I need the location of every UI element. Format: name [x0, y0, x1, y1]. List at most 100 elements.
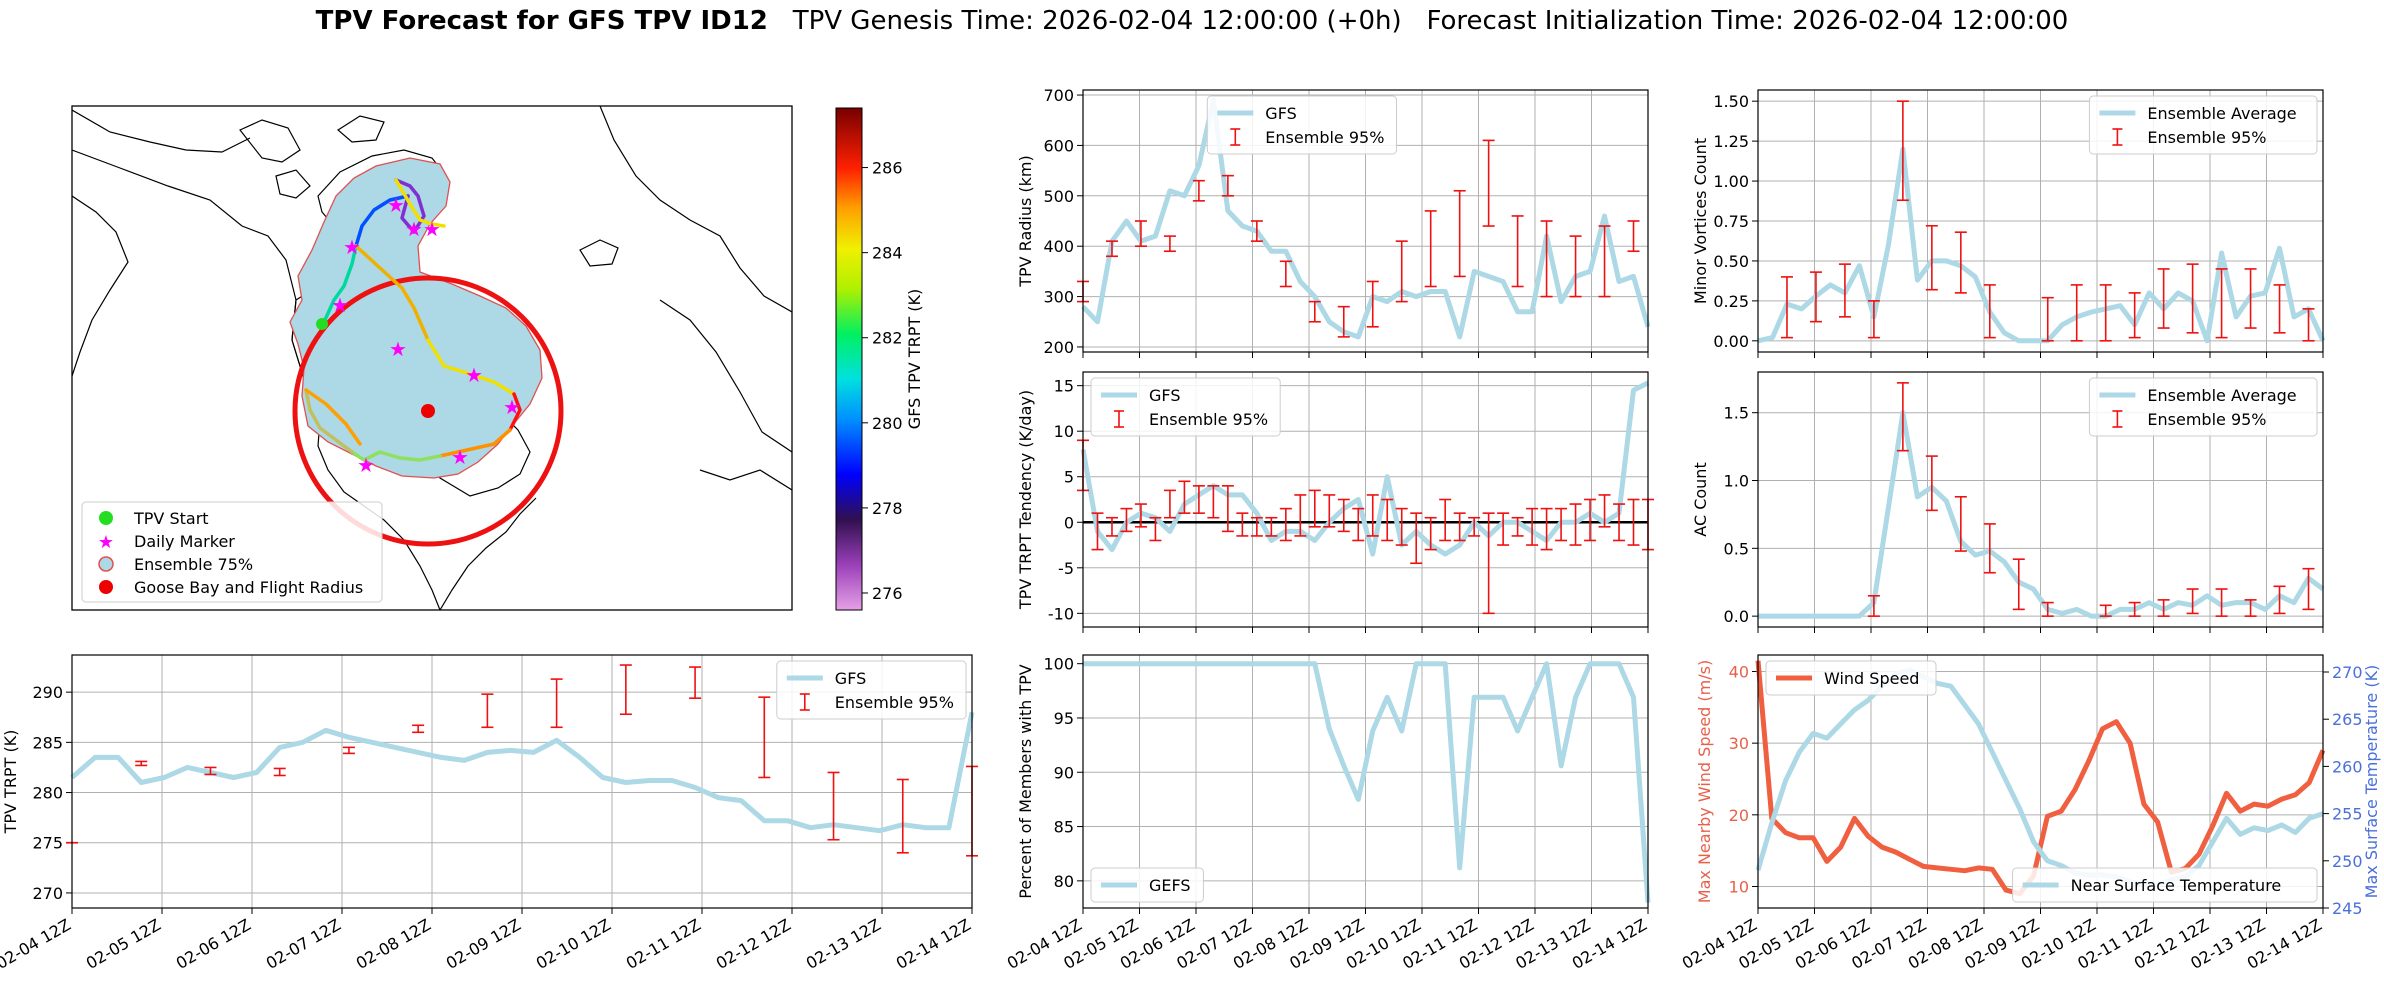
legend-label: Ensemble 95%: [2147, 410, 2266, 429]
ensemble-errorbar: [1497, 512, 1510, 546]
y-tick-label: 0.50: [1713, 252, 1749, 271]
daily-marker: ★: [423, 217, 441, 241]
ensemble-errorbar: [1613, 503, 1626, 542]
ensemble-errorbar: [2186, 263, 2199, 334]
ensemble-errorbar: [273, 767, 286, 777]
plot-frame: [1757, 371, 2324, 628]
legend-errorbar-swatch: [2112, 128, 2123, 146]
y-tick-label: 0.0: [1724, 607, 1749, 626]
y-tick-label: 1.00: [1713, 172, 1749, 191]
ensemble-errorbar: [1925, 224, 1938, 291]
ensemble-errorbar: [1221, 485, 1234, 533]
legend-goose-bay-label: Goose Bay and Flight Radius: [134, 578, 363, 597]
ensemble-errorbar: [342, 746, 355, 755]
ensemble-errorbar: [689, 666, 702, 699]
ensemble-errorbar: [1366, 280, 1379, 328]
ensemble-errorbar: [1265, 516, 1278, 537]
track-segment-south: [350, 450, 442, 462]
y-tick-label: -5: [1058, 559, 1074, 578]
legend-label: Wind Speed: [1824, 669, 1919, 688]
ensemble-errorbar: [1381, 498, 1394, 542]
ensemble-errorbar: [1221, 174, 1234, 197]
series-ensemble-average: [1758, 410, 2325, 619]
ensemble-errorbar: [1178, 480, 1191, 514]
ensemble-errorbar: [204, 766, 217, 776]
y-tick-label: 0.25: [1713, 292, 1749, 311]
ensemble-errorbar: [1867, 595, 1880, 617]
daily-marker: ★: [465, 363, 483, 387]
y-right-tick-label: 265: [2332, 710, 2363, 729]
ensemble-errorbar: [1149, 516, 1162, 542]
colorbar-tick-label: 284: [872, 244, 903, 263]
y-axis-label: TPV TRPT (K): [1, 730, 20, 835]
y-right-tick-label: 245: [2332, 899, 2363, 918]
tpv-start-marker: [316, 318, 328, 330]
y-tick-label: 1.25: [1713, 132, 1749, 151]
colorbar: 276 278 280 282 284 286 GFS TPV TRPT (K): [835, 107, 924, 611]
y-axis-label: AC Count: [1691, 462, 1710, 536]
colorbar-tick-label: 278: [872, 499, 903, 518]
ensemble-errorbar: [2041, 601, 2054, 617]
plot-frame: [1757, 89, 2324, 353]
y-tick-label: 600: [1043, 136, 1074, 155]
y-tick-label: 10: [1054, 422, 1074, 441]
y-tick-label: 500: [1043, 187, 1074, 206]
y-tick-label: 40: [1729, 662, 1749, 681]
coast-east-seaboard: [439, 497, 537, 610]
chart-minor: 0.00 0.25 0.50 0.75 1.00 1.25 1.50 Minor Vortic…: [1691, 89, 2326, 358]
coast-russia: [72, 109, 251, 153]
ensemble-errorbar: [1236, 512, 1249, 537]
ensemble-errorbar: [1540, 507, 1553, 551]
chart-ac: 0.0 0.5 1.0 1.5 AC Count Ensemble Average Ense…: [1691, 371, 2325, 633]
ensemble-errorbar: [2215, 268, 2228, 339]
y-tick-label: 95: [1054, 709, 1074, 728]
legend-goose-bay-swatch: [99, 580, 113, 594]
ensemble-errorbar: [1867, 300, 1880, 339]
y-tick-label: 285: [32, 733, 63, 752]
ensemble-errorbar: [2302, 308, 2315, 342]
ensemble-errorbar: [1555, 507, 1568, 542]
map-panel: ★ ★ ★ ★ ★ ★ ★ ★ ★ ★ TPV Start ★ Daily Ma…: [71, 105, 924, 611]
y-tick-label: 200: [1043, 338, 1074, 357]
y-tick-label: 30: [1729, 734, 1749, 753]
goose-bay-flight-radius: [292, 275, 564, 547]
ensemble-errorbar: [1540, 220, 1553, 298]
title-init-time: Forecast Initialization Time: 2026-02-04…: [1426, 6, 2069, 36]
chart-trpt: 02-04 12Z 02-05 12Z 02-06 12Z 02-07 12Z 02-0…: [0, 654, 978, 973]
legend-label: GFS: [835, 669, 866, 688]
ensemble-errorbar: [1192, 179, 1205, 202]
ensemble-errorbar: [1925, 455, 1938, 512]
legend-errorbar-swatch: [1230, 128, 1241, 146]
ensemble-errorbar: [1809, 271, 1822, 323]
ensemble-errorbar: [1780, 276, 1793, 339]
ensemble-errorbar: [1453, 189, 1466, 278]
y-tick-label: 10: [1729, 877, 1749, 896]
ensemble-errorbar: [1954, 231, 1967, 294]
y-right-tick-label: 270: [2332, 663, 2363, 682]
legend-label: Ensemble 95%: [2147, 128, 2266, 147]
chart-radius: 200 300 400 500 600 700 TPV Radius (km) GFS Ense…: [1016, 86, 1651, 358]
x-tick-label: 02-10 12Z: [533, 915, 614, 973]
legend-label: Ensemble 95%: [1265, 128, 1384, 147]
legend-label: Ensemble Average: [2147, 104, 2296, 123]
legend-label: GFS: [1149, 386, 1180, 405]
y-tick-label: 400: [1043, 237, 1074, 256]
ensemble-errorbar: [1511, 516, 1524, 537]
ensemble-errorbar: [1584, 498, 1597, 542]
ensemble-errorbar: [2273, 585, 2286, 615]
colorbar-ticks: 276 278 280 282 284 286: [862, 159, 903, 603]
ensemble-errorbar: [2244, 268, 2257, 329]
ensemble-errorbar: [135, 760, 148, 767]
y-tick-label: 80: [1054, 872, 1074, 891]
daily-markers: ★ ★ ★ ★ ★ ★ ★ ★ ★ ★: [331, 193, 521, 477]
ensemble-errorbar: [2215, 588, 2228, 617]
y-tick-label: 20: [1729, 806, 1749, 825]
ensemble-errorbar: [1468, 516, 1481, 537]
ensemble-errorbar: [481, 693, 494, 729]
ensemble-errorbar: [1395, 507, 1408, 546]
y-tick-label: 275: [32, 834, 63, 853]
plot-frame: [1082, 371, 1649, 628]
y-axis-label: Minor Vortices Count: [1691, 138, 1710, 304]
coast-scandinavia: [599, 106, 792, 313]
